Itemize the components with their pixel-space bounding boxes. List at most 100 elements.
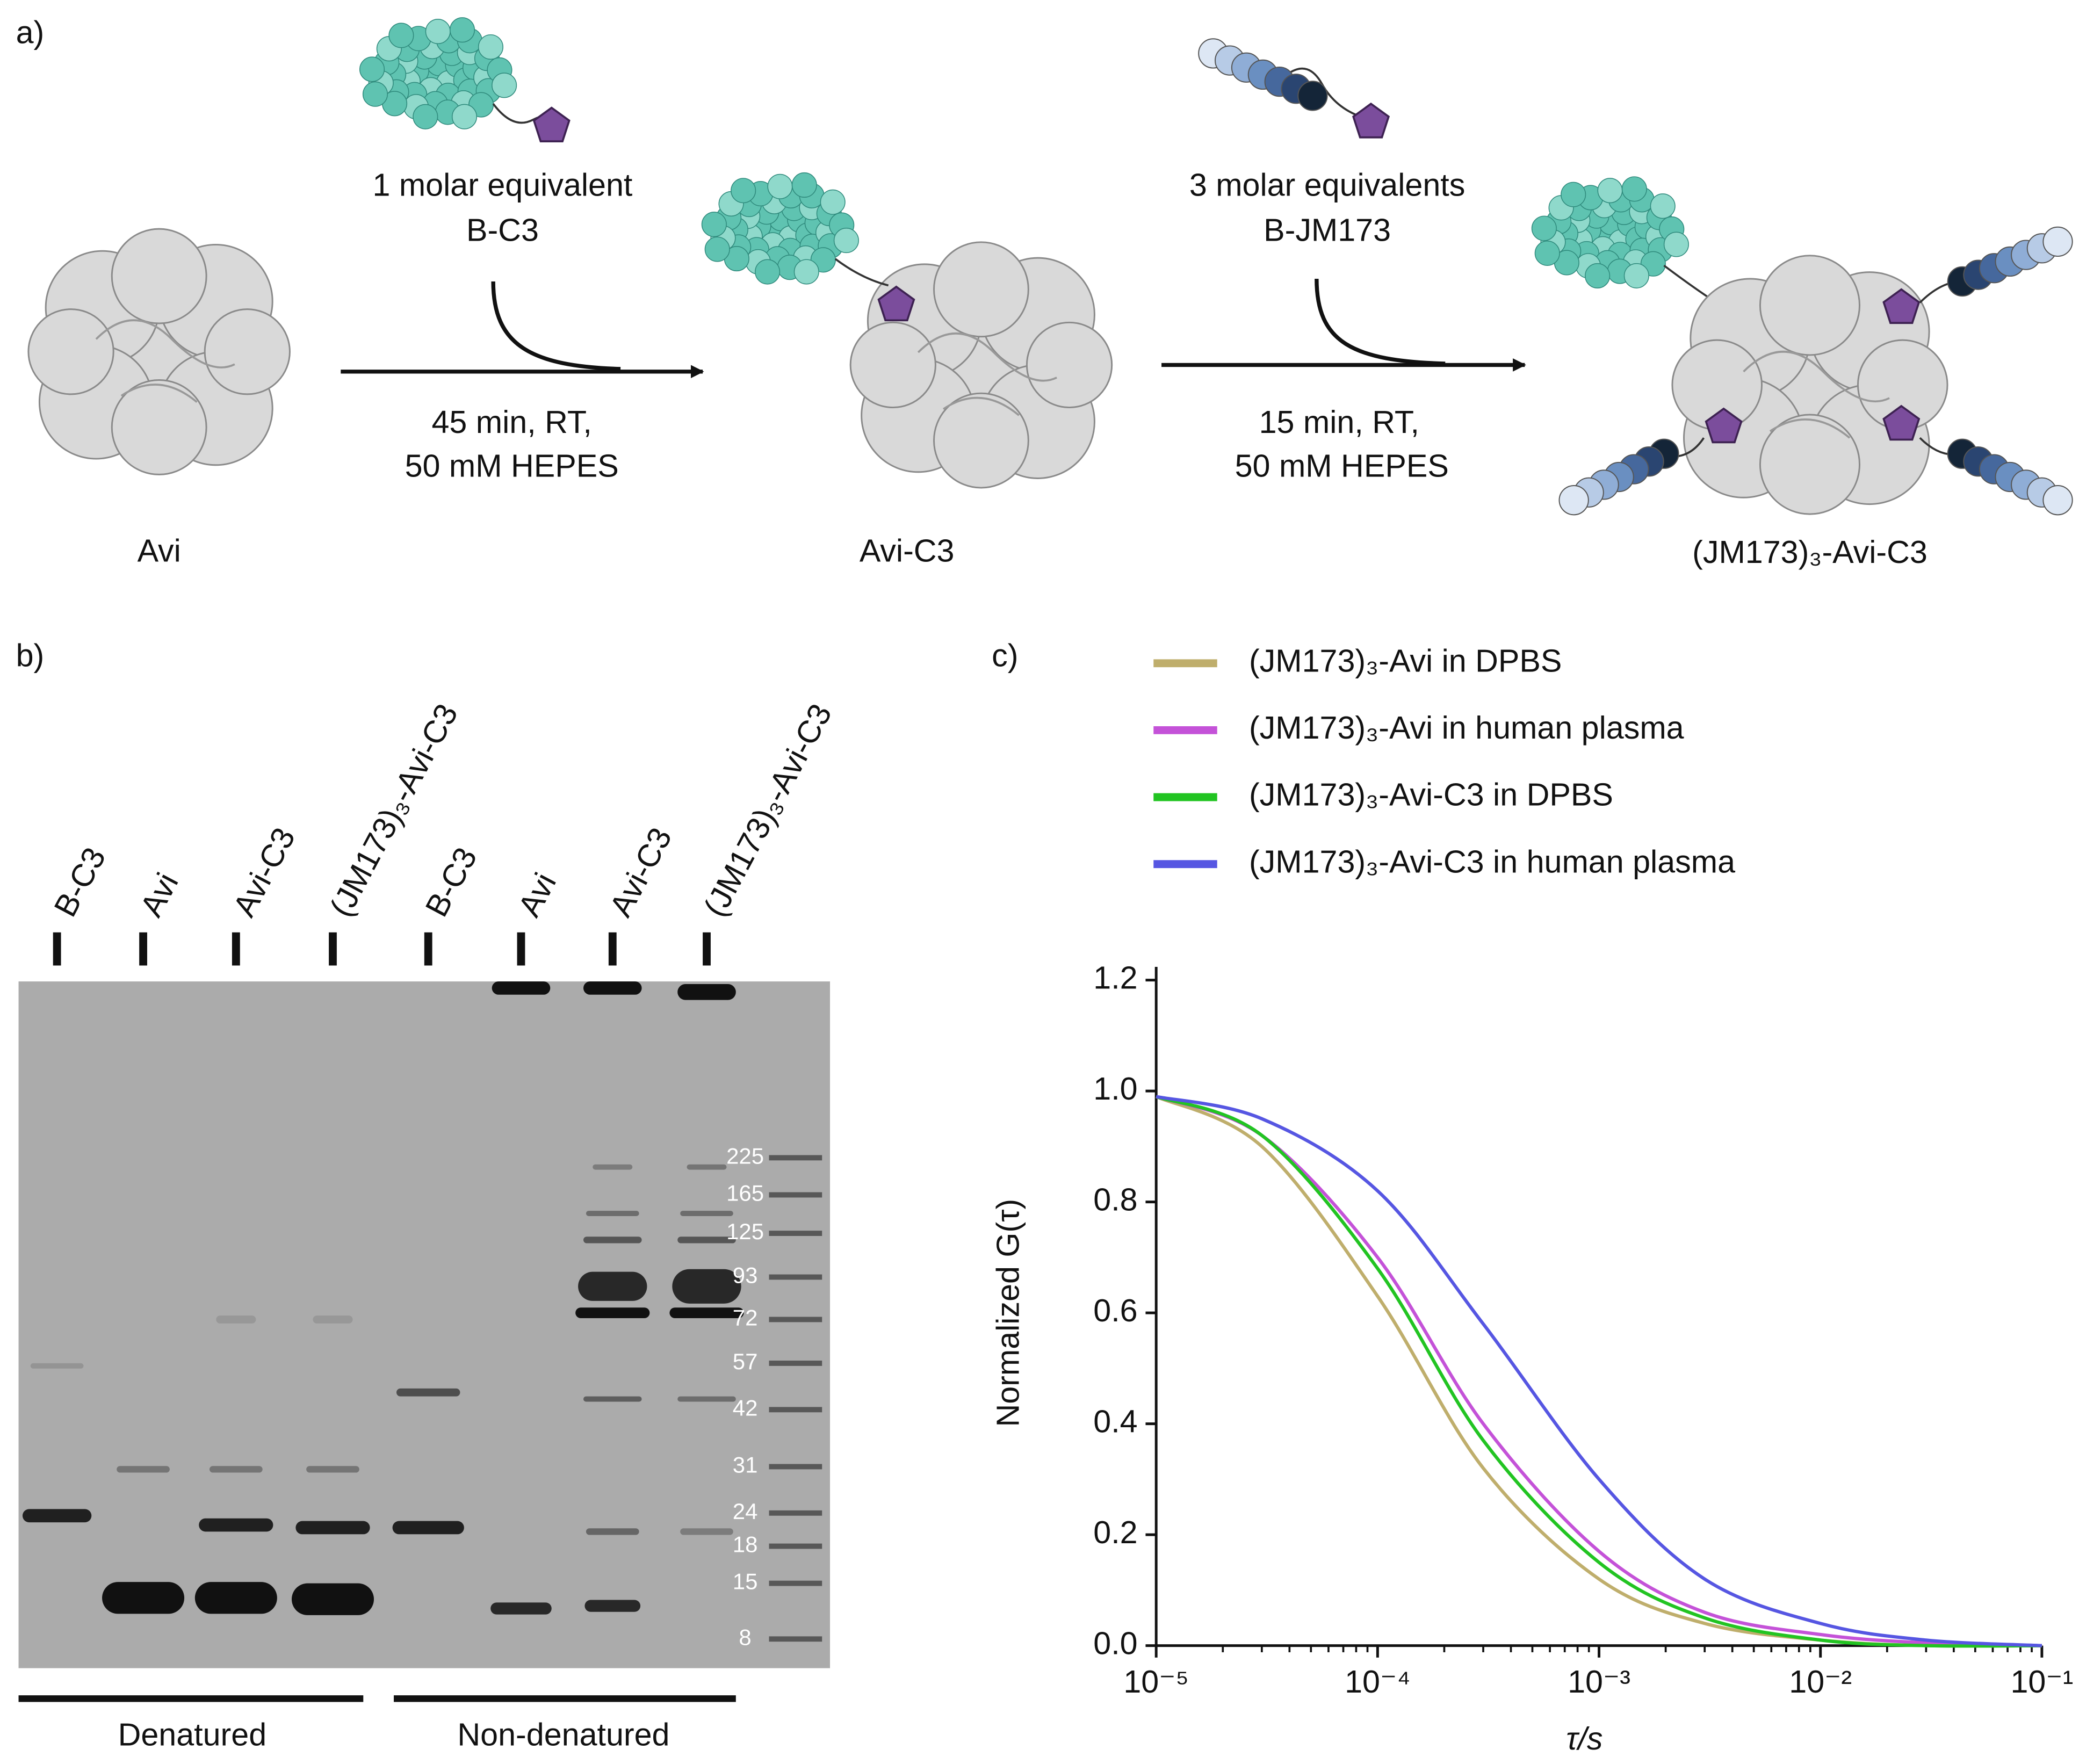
protein-lobe: [1759, 255, 1861, 356]
gel-band: [680, 1528, 733, 1535]
y-tick-label: 0.0: [1093, 1625, 1137, 1661]
lane-label: Avi-C3: [602, 822, 678, 922]
y-tick-label: 0.6: [1093, 1292, 1137, 1328]
gel-band: [586, 1211, 639, 1216]
ladder-band: [769, 1580, 822, 1586]
gel-band: [672, 1269, 741, 1304]
gel-band: [584, 1600, 641, 1612]
product: Avi: [138, 533, 181, 569]
y-axis-title: Normalized G(τ): [990, 1199, 1026, 1427]
lane-label: B-C3: [47, 842, 112, 923]
bead: [1558, 485, 1589, 516]
atom: [793, 259, 819, 285]
gel-band: [30, 1363, 84, 1369]
atom: [755, 259, 781, 285]
gel-band: [677, 984, 736, 1000]
atom: [1534, 240, 1560, 266]
condition: 15 min, RT,: [1259, 404, 1419, 440]
x-axis-title: τ/s: [1566, 1720, 1602, 1756]
gel-band: [313, 1315, 353, 1324]
ladder-band: [769, 1543, 822, 1549]
atom: [820, 189, 846, 215]
ladder-band: [769, 1407, 822, 1413]
marker-size: 15: [733, 1569, 758, 1594]
lane-label: (JM173)₃-Avi-C3: [696, 698, 839, 922]
protein-c3: [1531, 176, 1689, 288]
product: (JM173)₃-Avi-C3: [1692, 534, 1928, 570]
protein-lobe: [933, 392, 1029, 489]
gel-band: [575, 1307, 650, 1319]
protein-groove: [120, 384, 198, 403]
x-tick-label: 10⁻⁴: [1345, 1664, 1411, 1700]
gel-band: [677, 1237, 736, 1244]
atom: [791, 172, 817, 198]
marker-size: 24: [733, 1499, 758, 1524]
gel-band: [492, 981, 551, 995]
bead: [2042, 485, 2073, 516]
gel-band: [586, 1528, 639, 1535]
fit-line: [1156, 1095, 2042, 1648]
biotin: [1882, 404, 1921, 441]
atom: [1650, 193, 1676, 219]
marker-size: 57: [733, 1349, 758, 1374]
gel-band: [102, 1582, 185, 1614]
protein-lobe: [204, 308, 291, 395]
atom: [478, 34, 503, 60]
panel-label: b): [16, 638, 45, 674]
arrow-curve: [491, 281, 621, 371]
lane-tick: [608, 932, 617, 966]
legend-label: (JM173)₃-Avi in DPBS: [1249, 642, 1562, 678]
lane-tick: [53, 932, 61, 966]
atom: [833, 228, 859, 254]
gel-band: [593, 1164, 633, 1170]
arrow-curve: [1315, 279, 1446, 366]
biotin: [1705, 407, 1743, 444]
atom: [359, 56, 385, 82]
x-tick-label: 10⁻²: [1789, 1664, 1852, 1700]
lane-tick: [232, 932, 240, 966]
legend-label: (JM173)₃-Avi in human plasma: [1249, 710, 1684, 746]
biotin: [532, 106, 571, 142]
atom: [767, 173, 793, 199]
biotin: [1882, 288, 1921, 324]
gel-band: [306, 1466, 359, 1473]
atom: [731, 178, 756, 204]
gel: [18, 981, 831, 1668]
ladder-band: [769, 1274, 822, 1280]
protein-groove: [1769, 418, 1851, 439]
atom: [1531, 215, 1557, 241]
protein-avidin: [1671, 255, 1948, 515]
marker-size: 165: [726, 1181, 764, 1206]
protein-lobe: [27, 308, 114, 395]
gel-band: [669, 1307, 744, 1319]
gel-band: [687, 1164, 727, 1170]
protein-lobe: [111, 228, 207, 324]
marker-size: 8: [739, 1624, 751, 1650]
linker: [1663, 264, 1711, 300]
gel-band: [583, 981, 642, 995]
atom: [704, 236, 730, 262]
y-tick-label: 1.2: [1093, 959, 1137, 995]
marker-size: 225: [726, 1143, 764, 1168]
biotin: [877, 285, 915, 322]
protein-lobe: [111, 379, 207, 475]
atom: [449, 17, 475, 43]
reagent: B-C3: [466, 212, 539, 248]
marker-size: 125: [726, 1219, 764, 1244]
group-label: Non-denatured: [457, 1717, 669, 1753]
gel-band: [677, 1396, 736, 1402]
gel-band: [392, 1521, 464, 1535]
atom: [413, 104, 438, 129]
lane-tick: [424, 932, 432, 966]
protein-groove: [917, 332, 1057, 382]
gel-band: [583, 1396, 642, 1402]
protein-c3: [701, 172, 859, 285]
protein-lobe: [933, 241, 1029, 338]
ladder-band: [769, 1317, 822, 1322]
panel-label: a): [16, 15, 45, 50]
lane-label: Avi-C3: [226, 822, 302, 922]
gel-band: [295, 1521, 370, 1535]
marker-size: 93: [733, 1263, 758, 1288]
